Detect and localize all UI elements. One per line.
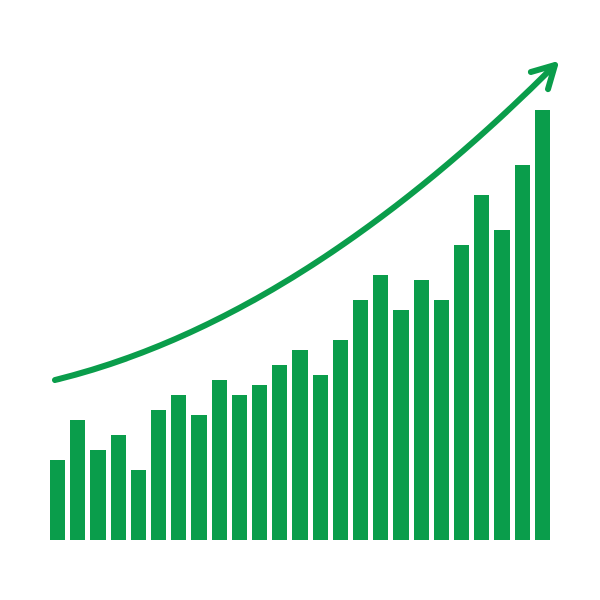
bar	[212, 380, 227, 540]
bar	[232, 395, 247, 540]
bar	[90, 450, 105, 540]
bar	[515, 165, 530, 540]
bar	[191, 415, 206, 540]
bar	[252, 385, 267, 540]
bar-group	[50, 60, 550, 540]
bar	[454, 245, 469, 540]
bar	[393, 310, 408, 540]
bar	[292, 350, 307, 540]
bar	[474, 195, 489, 540]
bar	[313, 375, 328, 540]
bar	[353, 300, 368, 540]
bar	[434, 300, 449, 540]
bar	[535, 110, 550, 540]
bar	[131, 470, 146, 540]
bar	[494, 230, 509, 540]
bar	[50, 460, 65, 540]
bar	[111, 435, 126, 540]
bar	[333, 340, 348, 540]
bar	[373, 275, 388, 540]
bar	[151, 410, 166, 540]
bar	[272, 365, 287, 540]
bar	[414, 280, 429, 540]
bar	[70, 420, 85, 540]
growth-chart	[0, 0, 600, 600]
bar	[171, 395, 186, 540]
